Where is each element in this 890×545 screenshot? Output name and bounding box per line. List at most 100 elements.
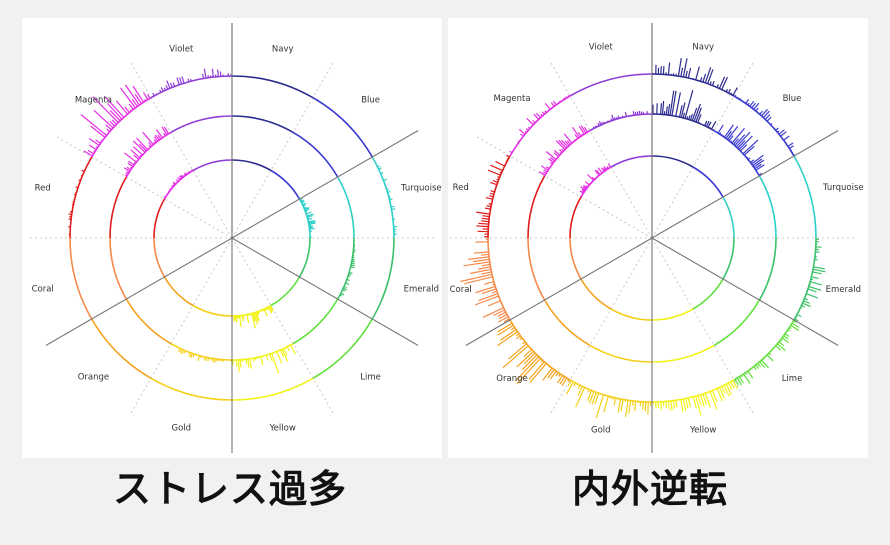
spike-mark	[680, 399, 684, 413]
spike-mark	[309, 225, 313, 228]
spike-mark	[163, 87, 166, 91]
spike-mark	[801, 304, 806, 308]
sector-label-violet: Violet	[169, 45, 194, 55]
spike-mark	[351, 260, 355, 263]
spike-mark	[188, 352, 192, 358]
spike-mark	[528, 361, 545, 380]
spike-mark	[490, 181, 498, 186]
spike-mark	[136, 137, 149, 151]
sector-label-magenta: Magenta	[75, 95, 112, 105]
spike-mark	[485, 197, 493, 200]
spike-mark	[575, 387, 586, 408]
spike-mark	[634, 401, 637, 412]
spike-mark	[281, 348, 289, 362]
ring-arc-coral	[153, 237, 166, 278]
spike-mark	[307, 218, 312, 221]
ring-arc-blue	[692, 166, 724, 198]
spike-mark	[487, 169, 501, 176]
spike-mark	[800, 307, 802, 309]
spike-mark	[124, 152, 137, 163]
ring-arc-turquoise	[298, 198, 311, 239]
spike-mark	[252, 357, 255, 362]
sector-divider	[651, 237, 755, 416]
spike-mark	[777, 343, 786, 352]
spike-mark	[124, 106, 130, 113]
spike-mark	[603, 121, 606, 124]
spike-mark	[529, 363, 547, 384]
spike-mark	[695, 107, 702, 123]
spike-mark	[810, 278, 814, 281]
sector-divider	[129, 237, 233, 416]
spike-mark	[806, 293, 819, 299]
spike-mark	[497, 311, 507, 317]
spike-mark	[104, 96, 125, 118]
spike-mark	[153, 139, 157, 143]
ring-arc-navy	[651, 113, 715, 132]
spike-mark	[163, 196, 166, 199]
spike-mark	[120, 87, 136, 109]
spike-mark	[695, 66, 700, 81]
spike-mark	[389, 198, 393, 201]
spike-mark	[780, 131, 787, 137]
spike-mark	[391, 208, 396, 211]
spike-mark	[607, 163, 612, 168]
spike-mark	[731, 128, 745, 144]
ring-arc-gold	[150, 377, 233, 401]
ring-arc-gold	[170, 343, 233, 361]
spike-mark	[148, 141, 153, 147]
spike-mark	[588, 391, 595, 404]
spike-mark	[171, 186, 173, 189]
spike-mark	[718, 387, 725, 399]
spike-mark	[590, 181, 593, 183]
spike-mark	[125, 172, 129, 176]
spike-mark	[307, 215, 313, 218]
spike-mark	[144, 98, 147, 102]
spike-mark	[759, 361, 766, 368]
ring-arc-yellow	[231, 377, 314, 401]
ring-arc-magenta	[91, 97, 152, 158]
spike-mark	[181, 349, 185, 355]
spike-mark	[567, 380, 572, 387]
spike-mark	[699, 77, 703, 82]
sector-label-navy: Navy	[272, 45, 294, 55]
spike-mark	[90, 125, 106, 138]
spike-mark	[95, 139, 101, 144]
spike-mark	[680, 67, 684, 77]
spike-mark	[478, 222, 489, 225]
spike-mark	[492, 283, 495, 286]
spike-mark	[723, 124, 734, 138]
spike-mark	[171, 184, 174, 188]
spike-mark	[505, 160, 508, 163]
spike-mark	[80, 174, 83, 177]
spike-mark	[245, 359, 248, 365]
spike-mark	[594, 125, 597, 128]
ring-arc-lime	[292, 298, 339, 345]
ring-arc-gold	[589, 344, 653, 363]
spike-mark	[577, 131, 582, 137]
spike-mark	[347, 275, 351, 278]
spike-mark	[718, 76, 726, 89]
main-axis	[651, 130, 839, 239]
sector-label-gold: Gold	[172, 423, 192, 433]
spike-mark	[165, 85, 169, 90]
spike-mark	[520, 133, 524, 137]
spike-mark	[540, 113, 543, 117]
spike-mark	[595, 394, 605, 419]
spike-mark	[180, 175, 184, 178]
spike-mark	[490, 190, 495, 193]
ring-arc-orange	[91, 318, 152, 379]
spike-mark	[525, 128, 529, 131]
spike-mark	[613, 397, 617, 406]
spike-mark	[203, 68, 207, 79]
spike-mark	[502, 345, 529, 369]
spike-mark	[213, 358, 215, 364]
ring-arc-coral	[487, 237, 511, 321]
spike-mark	[172, 181, 177, 185]
spike-mark	[723, 385, 730, 397]
spike-mark	[780, 339, 783, 342]
spike-mark	[480, 220, 489, 223]
spike-mark	[261, 309, 263, 312]
spike-mark	[632, 111, 635, 116]
spike-mark	[720, 133, 723, 136]
spike-mark	[475, 285, 496, 294]
